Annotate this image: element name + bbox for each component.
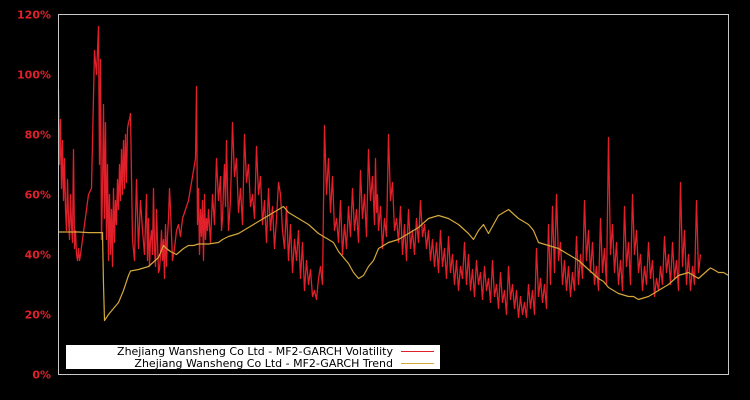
legend: Zhejiang Wansheng Co Ltd - MF2-GARCH Vol… — [66, 345, 440, 370]
plot-area — [57, 25, 729, 322]
y-tick-label: 20% — [25, 309, 51, 322]
y-tick-label: 80% — [25, 129, 51, 142]
y-axis-ticks: 0% 20% 40% 60% 80% 100% 120% — [17, 9, 51, 382]
y-tick-label: 100% — [17, 69, 51, 82]
volatility-series-line — [57, 25, 702, 319]
legend-box — [66, 345, 440, 369]
y-tick-label: 40% — [25, 249, 51, 262]
plot-frame — [58, 14, 729, 375]
y-tick-label: 120% — [17, 9, 51, 22]
trend-series-line — [58, 205, 729, 322]
y-tick-label: 60% — [25, 189, 51, 202]
legend-label-trend: Zhejiang Wansheng Co Ltd - MF2-GARCH Tre… — [134, 357, 393, 370]
legend-label-volatility: Zhejiang Wansheng Co Ltd - MF2-GARCH Vol… — [117, 345, 393, 358]
y-tick-label: 0% — [32, 369, 51, 382]
